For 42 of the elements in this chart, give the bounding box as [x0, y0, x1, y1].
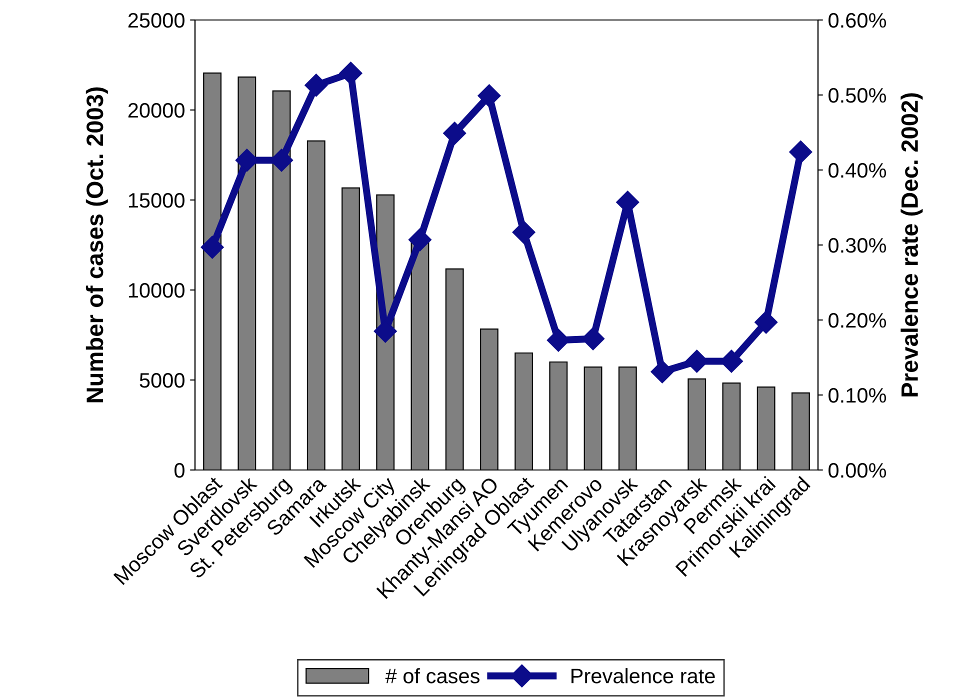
y2-tick-label: 0.30%	[828, 238, 886, 253]
y-tick-label: 5000	[140, 373, 184, 388]
y2-tick-label: 0.40%	[828, 163, 886, 178]
y-tick-label: 0	[174, 463, 184, 478]
bar	[238, 76, 256, 470]
bar	[791, 392, 810, 470]
point	[443, 122, 466, 145]
y-tick-label: 10000	[128, 283, 184, 298]
y2-tick-label: 0.20%	[828, 313, 886, 328]
bar	[445, 268, 464, 470]
bar	[756, 386, 776, 470]
point	[789, 140, 812, 164]
point	[754, 310, 778, 334]
y2-tick-label: 0.50%	[828, 88, 886, 103]
point	[200, 236, 224, 259]
point	[512, 220, 536, 244]
point	[408, 228, 432, 252]
y-tick-label: 25000	[128, 13, 184, 28]
point	[304, 74, 328, 97]
y-axis-title: Number of cases (Oct. 2003)	[86, 87, 108, 402]
bar	[480, 328, 498, 470]
point	[478, 84, 501, 108]
point	[650, 360, 674, 384]
bar	[514, 352, 534, 470]
legend-label: Prevalence rate	[572, 668, 715, 684]
bar	[688, 378, 706, 470]
bar	[549, 361, 568, 470]
bar	[618, 366, 637, 470]
point	[339, 62, 362, 85]
bar	[203, 72, 222, 470]
bar	[722, 382, 741, 470]
y-tick-label: 15000	[128, 193, 184, 208]
y2-tick-label: 0.10%	[828, 388, 886, 403]
bar	[584, 366, 602, 470]
bar	[342, 187, 360, 470]
y2-axis-title: Prevalence rate (Dec. 2002)	[900, 93, 923, 396]
bar	[272, 90, 291, 470]
y2-tick-label: 0.60%	[828, 13, 886, 28]
legend-label: # of cases	[385, 668, 480, 684]
y2-tick-label: 0.00%	[828, 463, 886, 478]
bar	[306, 140, 326, 470]
y-tick-label: 20000	[128, 103, 184, 118]
